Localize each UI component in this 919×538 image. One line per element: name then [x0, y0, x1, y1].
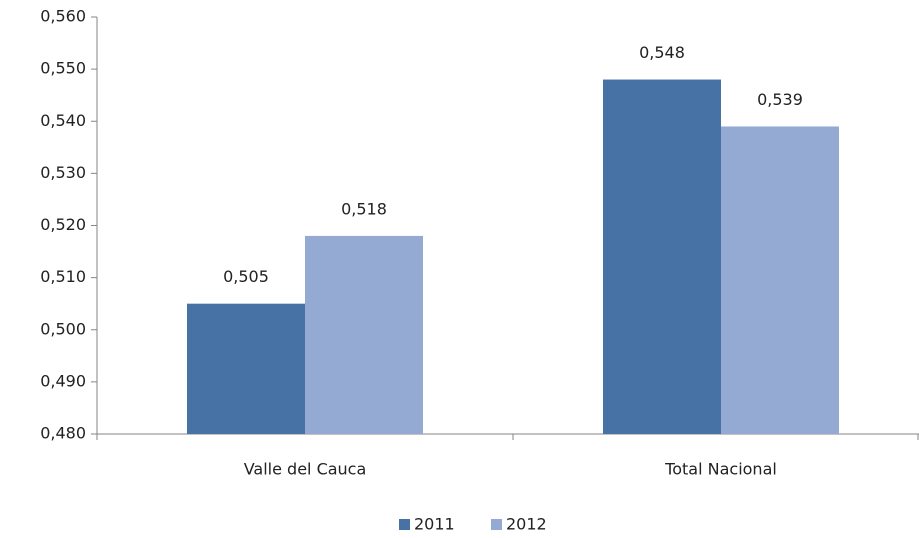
y-tick-label: 0,510 [40, 267, 86, 286]
bar [305, 235, 423, 434]
data-label: 0,505 [223, 267, 269, 286]
x-tick-label: Total Nacional [664, 460, 777, 479]
y-tick-label: 0,490 [40, 371, 86, 390]
y-tick-label: 0,480 [40, 424, 86, 443]
y-tick-label: 0,560 [40, 7, 86, 26]
legend-label: 2012 [506, 515, 547, 534]
y-tick-label: 0,550 [40, 59, 86, 78]
data-label: 0,548 [639, 43, 685, 62]
data-label: 0,539 [757, 90, 803, 109]
data-label: 0,518 [341, 199, 387, 218]
y-tick-label: 0,540 [40, 111, 86, 130]
y-tick-label: 0,530 [40, 163, 86, 182]
y-tick-label: 0,520 [40, 215, 86, 234]
x-tick-label: Valle del Cauca [244, 460, 367, 479]
legend-swatch [399, 519, 410, 530]
legend-label: 2011 [414, 515, 455, 534]
bar [721, 126, 839, 435]
y-tick-label: 0,500 [40, 319, 86, 338]
bar [603, 79, 721, 435]
bar [187, 303, 305, 434]
legend-swatch [491, 519, 502, 530]
